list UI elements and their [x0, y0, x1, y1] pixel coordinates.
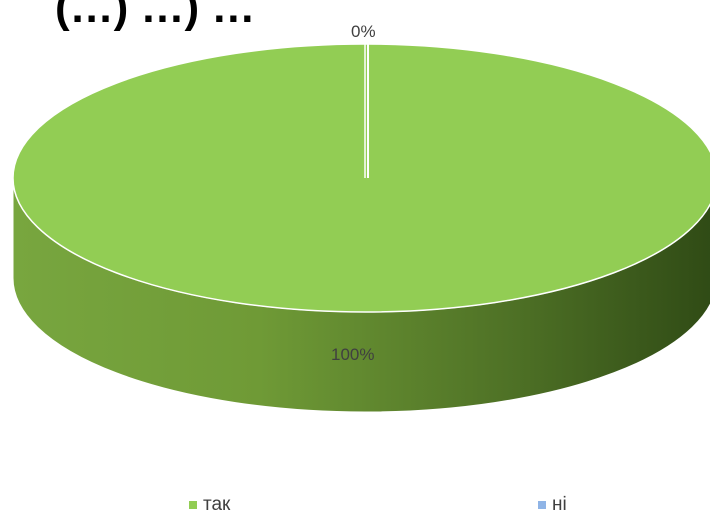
chart-title: (…) …) …: [55, 0, 255, 32]
legend-swatch-ni: [538, 501, 546, 509]
legend-label-ni: ні: [552, 494, 567, 515]
data-label-tak: 100%: [331, 345, 374, 364]
legend-item-ni: ні: [538, 494, 567, 516]
legend-swatch-tak: [189, 501, 197, 509]
chart-legend: так ні: [0, 490, 710, 516]
data-label-ni: 0%: [351, 22, 376, 41]
pie-slices: [12, 43, 710, 313]
legend-item-tak: так: [189, 494, 230, 516]
pie-slice-tak: [12, 43, 710, 313]
legend-label-tak: так: [203, 494, 231, 515]
